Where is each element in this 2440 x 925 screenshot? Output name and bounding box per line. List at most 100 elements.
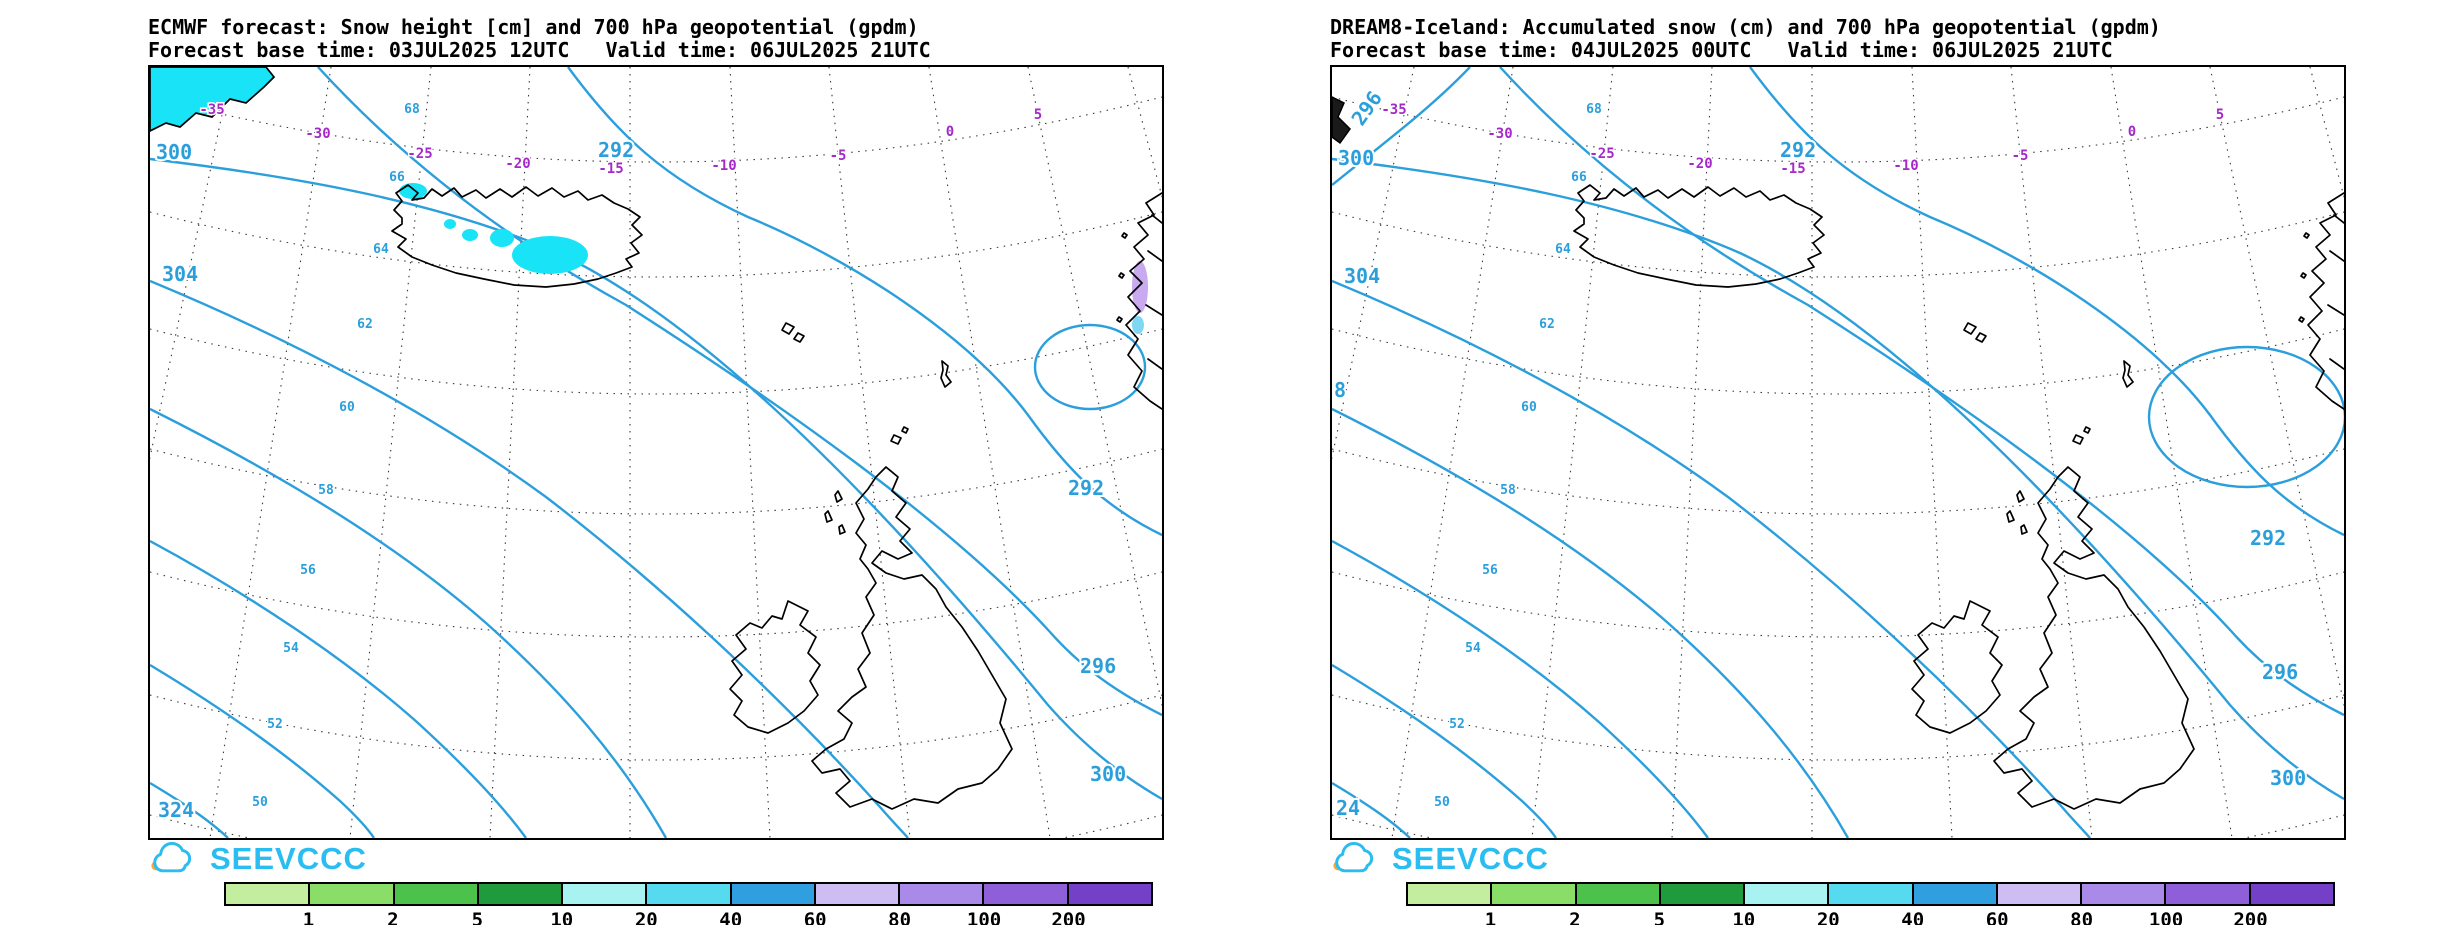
geopotential-label: 300 xyxy=(2270,766,2306,790)
geopotential-label: 292 xyxy=(598,138,634,162)
colorbar-segment xyxy=(1658,884,1744,904)
latitude-label: 50 xyxy=(252,795,268,810)
colorbar-value: 80 xyxy=(2070,909,2094,925)
longitude-label: -35 xyxy=(1381,102,1406,118)
geopotential-label: 304 xyxy=(162,262,198,286)
colorbar-segment xyxy=(2164,884,2249,904)
colorbar-value: 20 xyxy=(1816,909,1840,925)
latitude-label: 66 xyxy=(389,170,405,185)
ecmwf-subtitle: Forecast base time: 03JUL2025 12UTC Vali… xyxy=(148,38,931,62)
snow-patch xyxy=(399,183,427,199)
geopotential-label: 300 xyxy=(156,140,192,164)
geopotential-label: 292 xyxy=(1068,476,1104,500)
longitude-label: -25 xyxy=(407,146,432,162)
snow-patch xyxy=(444,219,456,229)
latitude-label: 62 xyxy=(357,317,373,332)
longitude-label: 0 xyxy=(946,124,954,140)
colorbar-segment xyxy=(1408,884,1491,904)
colorbar-segment xyxy=(1827,884,1912,904)
colorbar-segment xyxy=(1066,884,1151,904)
colorbar-segment xyxy=(1911,884,1996,904)
colorbar-values: 1 2 5 10 20 40 60 80 100 200 xyxy=(224,906,1153,925)
longitude-label: -30 xyxy=(305,126,330,142)
colorbar-value: 20 xyxy=(634,909,658,925)
geopotential-contours xyxy=(150,67,1162,838)
latitude-label: 68 xyxy=(1586,102,1602,117)
geopotential-label: 296 xyxy=(2262,660,2298,684)
panel-ecmwf: ECMWF forecast: Snow height [cm] and 700… xyxy=(148,15,1164,925)
colorbar-value: 2 xyxy=(387,909,399,925)
latitude-label: 60 xyxy=(1521,400,1537,415)
snow-patch xyxy=(512,236,588,274)
longitude-label: 0 xyxy=(2128,124,2136,140)
geopotential-label: 296 xyxy=(1080,654,1116,678)
geopotential-label: 8 xyxy=(1334,378,1346,402)
colorbar-segment xyxy=(476,884,562,904)
seevccc-cloud-icon xyxy=(151,841,192,873)
colorbar-segment xyxy=(813,884,899,904)
geopotential-label: 304 xyxy=(1344,264,1380,288)
geopotential-label: 300 xyxy=(1338,146,1374,170)
ecmwf-map: 300 304 324 292 292 296 300 68 66 64 62 60 58 56 54 52 5… xyxy=(148,65,1164,840)
latitude-label: 58 xyxy=(318,483,334,498)
dream8-map: 2963003048242922922963006866646260585654… xyxy=(1330,65,2346,840)
colorbar-value: 10 xyxy=(550,909,574,925)
seevccc-cloud-icon xyxy=(1333,841,1374,873)
colorbar-segment xyxy=(982,884,1067,904)
seevccc-logo: SEEVCCC xyxy=(1330,840,1549,878)
snow-patch xyxy=(1132,261,1148,313)
geopotential-contours xyxy=(1332,67,2344,838)
coastlines xyxy=(391,184,1162,810)
latitude-label: 68 xyxy=(404,102,420,117)
colorbar-segment xyxy=(392,884,477,904)
map-labels: 300 304 324 292 292 296 300 68 66 64 62 60 58 56 54 52 5… xyxy=(154,101,1128,825)
colorbar-segment xyxy=(1743,884,1828,904)
colorbar-segment xyxy=(226,884,309,904)
graticule xyxy=(1332,67,2344,838)
geopotential-label: 324 xyxy=(158,798,194,822)
snow-colorbar: 1 2 5 10 20 40 60 80 100 200 xyxy=(1406,882,2335,925)
colorbar-value: 60 xyxy=(803,909,827,925)
greenland-coast xyxy=(150,67,276,132)
longitude-label: -35 xyxy=(199,102,224,118)
latitude-label: 64 xyxy=(373,242,389,257)
colorbar-value: 200 xyxy=(1051,909,1086,925)
colorbar-segment xyxy=(1574,884,1659,904)
map-labels: 2963003048242922922963006866646260585654… xyxy=(1332,85,2308,822)
colorbar-scale xyxy=(224,882,1153,906)
geopotential-label: 292 xyxy=(2250,526,2286,550)
colorbar-value: 5 xyxy=(471,909,484,925)
snow-patch xyxy=(490,229,514,247)
colorbar-value: 200 xyxy=(2233,909,2268,925)
longitude-label: -20 xyxy=(1687,156,1712,172)
colorbar-segment xyxy=(561,884,646,904)
colorbar-value: 5 xyxy=(1653,909,1666,925)
graticule xyxy=(150,67,1162,838)
latitude-label: 52 xyxy=(1449,717,1465,732)
panel-dream8: DREAM8-Iceland: Accumulated snow (cm) an… xyxy=(1330,16,2346,925)
ecmwf-title: ECMWF forecast: Snow height [cm] and 700… xyxy=(148,15,919,39)
colorbar-segment xyxy=(1490,884,1575,904)
colorbar-segment xyxy=(645,884,730,904)
longitude-label: 5 xyxy=(2216,107,2224,123)
geopotential-label: 300 xyxy=(1090,762,1126,786)
latitude-label: 54 xyxy=(1465,641,1481,656)
longitude-label: 5 xyxy=(1034,107,1042,123)
colorbar-value: 2 xyxy=(1569,909,1581,925)
seevccc-logo-text: SEEVCCC xyxy=(210,841,367,876)
colorbar-segment xyxy=(2248,884,2333,904)
longitude-label: -25 xyxy=(1589,146,1614,162)
longitude-label: -10 xyxy=(1893,158,1918,174)
colorbar-value: 40 xyxy=(1901,909,1925,925)
colorbar-segment xyxy=(898,884,983,904)
colorbar-segment xyxy=(729,884,814,904)
latitude-label: 64 xyxy=(1555,242,1571,257)
colorbar-value: 10 xyxy=(1732,909,1756,925)
snow-colorbar: 1 2 5 10 20 40 60 80 100 200 xyxy=(224,882,1153,925)
latitude-label: 56 xyxy=(300,563,316,578)
seevccc-logo-text: SEEVCCC xyxy=(1392,841,1549,876)
latitude-label: 66 xyxy=(1571,170,1587,185)
latitude-label: 54 xyxy=(283,641,299,656)
longitude-label: -15 xyxy=(1780,161,1805,177)
latitude-label: 56 xyxy=(1482,563,1498,578)
